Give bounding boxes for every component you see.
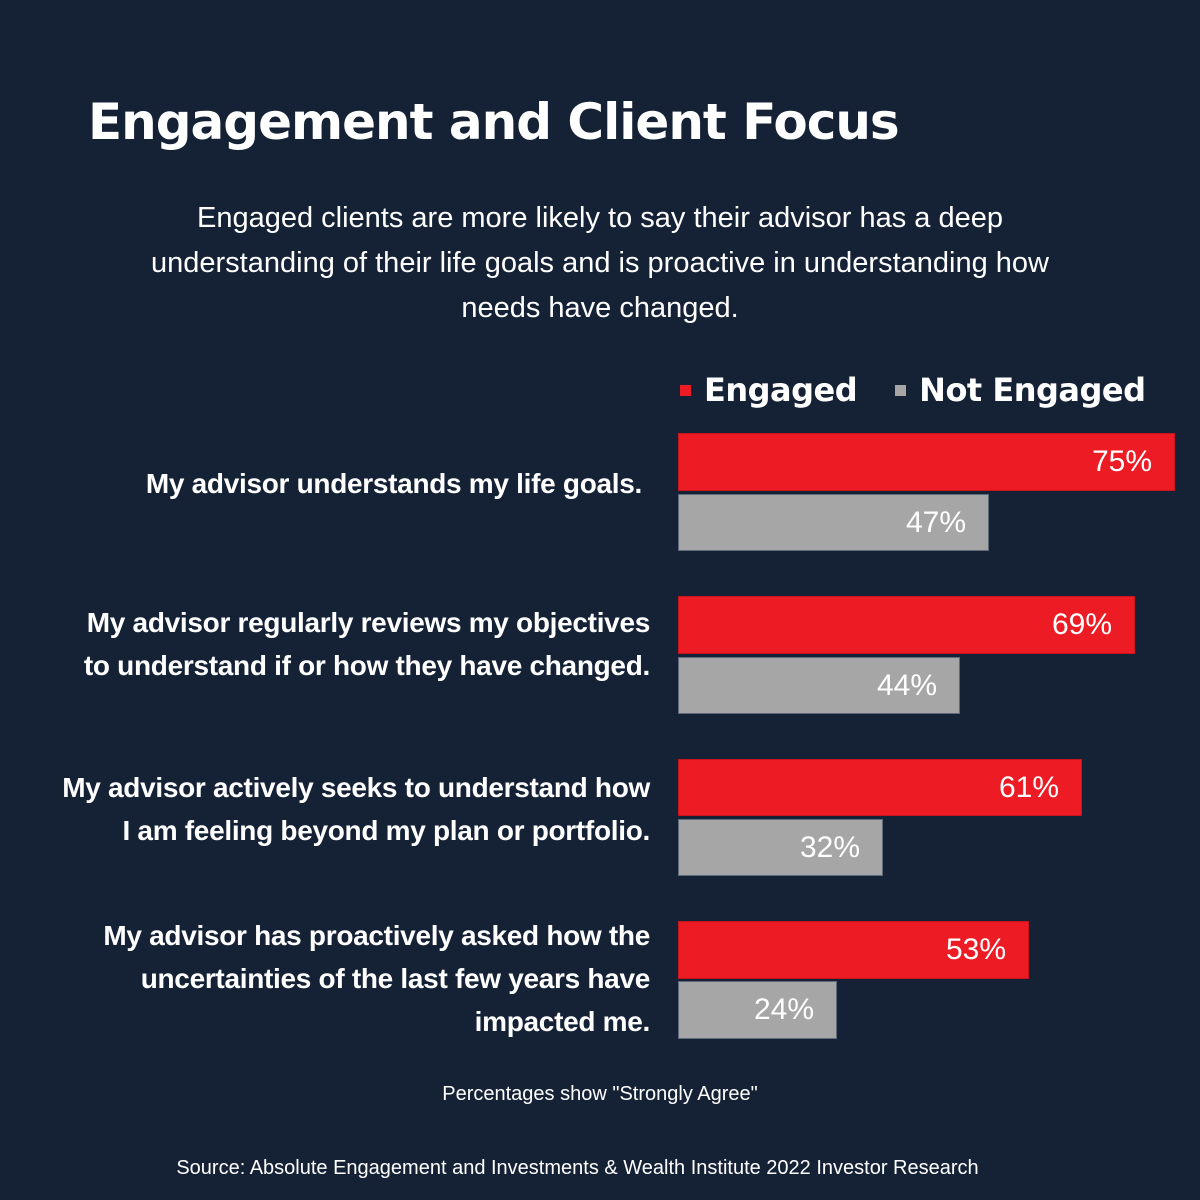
bar-value-label: 69% <box>1051 608 1112 641</box>
chart-source: Source: Absolute Engagement and Investme… <box>176 1157 979 1179</box>
bar-value-label: 75% <box>1091 445 1152 478</box>
bar-not-engaged: 47% <box>678 494 989 551</box>
category-label-line: to understand if or how they have change… <box>83 650 650 681</box>
chart-footnote: Percentages show "Strongly Agree" <box>442 1083 758 1105</box>
category-label-line: My advisor actively seeks to understand … <box>62 772 650 803</box>
bar-not-engaged: 32% <box>678 819 883 876</box>
legend-item-not-engaged: Not Engaged <box>895 370 1146 410</box>
square-swatch-icon <box>680 384 691 396</box>
square-swatch-icon <box>895 384 907 396</box>
bar-value-label: 53% <box>945 933 1006 966</box>
legend-item-engaged: Engaged <box>680 370 858 410</box>
bar-value-label: 32% <box>799 830 860 864</box>
category-label-line: My advisor has proactively asked how the <box>103 920 650 951</box>
legend-label: Not Engaged <box>919 371 1146 409</box>
category-label-line: My advisor understands my life goals. <box>145 468 642 499</box>
category-label: My advisor has proactively asked how the… <box>103 914 650 1043</box>
bar-not-engaged: 44% <box>678 657 960 714</box>
bar-engaged: 69% <box>678 596 1135 654</box>
bar-value-label: 44% <box>876 668 937 702</box>
category-label: My advisor regularly reviews my objectiv… <box>84 601 650 687</box>
bar-engaged: 53% <box>678 921 1029 979</box>
bar-value-label: 61% <box>998 770 1059 804</box>
category-label: My advisor actively seeks to understand … <box>62 766 650 852</box>
subtitle-line: needs have changed. <box>461 292 739 324</box>
category-label-line: My advisor regularly reviews my objectiv… <box>86 607 651 638</box>
bar-engaged: 61% <box>678 759 1082 816</box>
bar-engaged: 75% <box>678 433 1175 491</box>
category-label-line: impacted me. <box>474 1006 651 1037</box>
subtitle-line: understanding of their life goals and is… <box>151 247 1049 279</box>
legend-label: Engaged <box>704 371 858 409</box>
chart-title: Engagement and Client Focus <box>88 93 900 151</box>
category-label: My advisor understands my life goals. <box>146 462 642 505</box>
subtitle-line: Engaged clients are more likely to say t… <box>197 202 1003 234</box>
category-label-line: uncertainties of the last few years have <box>140 963 651 994</box>
chart-legend: Engaged Not Engaged <box>680 368 1146 412</box>
category-label-line: I am feeling beyond my plan or portfolio… <box>122 815 650 846</box>
bar-not-engaged: 24% <box>678 981 837 1039</box>
bar-value-label: 24% <box>753 993 814 1026</box>
chart-subtitle: Engaged clients are more likely to say t… <box>60 196 1140 331</box>
bar-value-label: 47% <box>905 505 966 539</box>
